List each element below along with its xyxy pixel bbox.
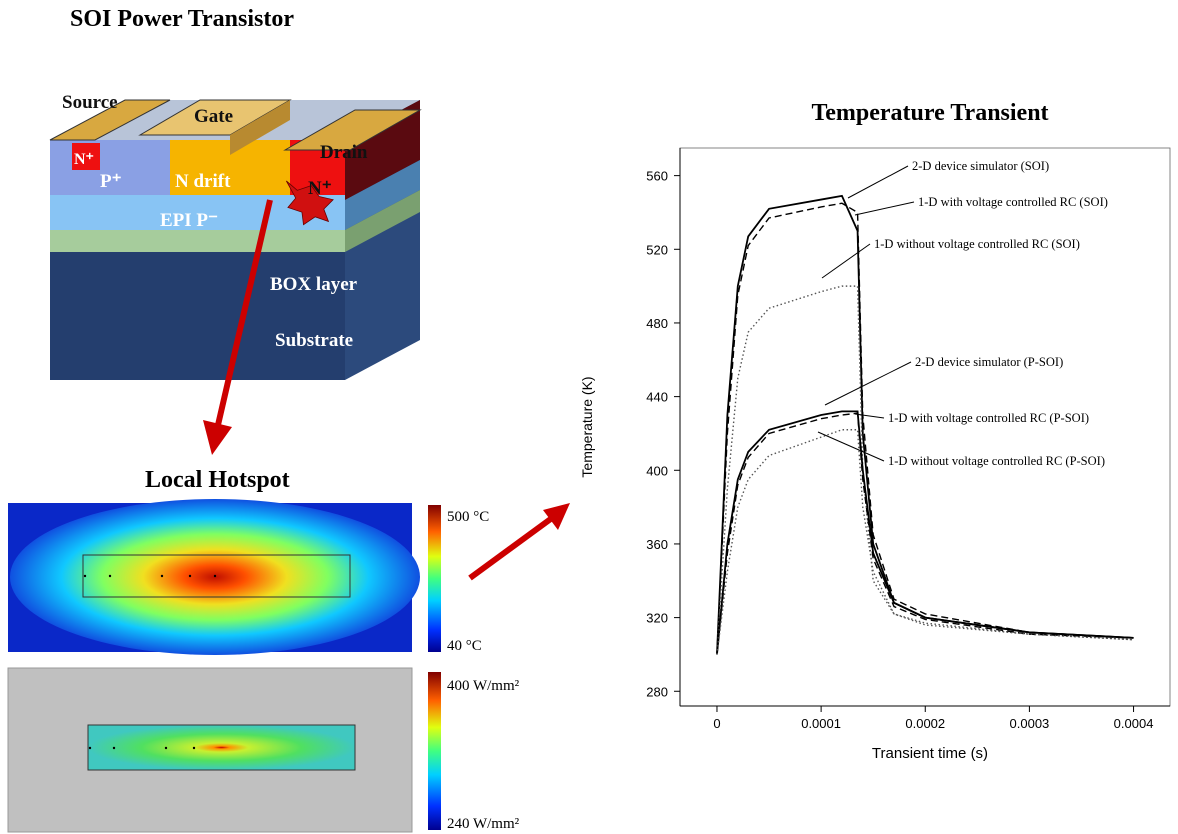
drain-n-label: N⁺ [308,178,332,199]
hotspot-title: Local Hotspot [145,467,290,493]
temperature-max: 500 °C [447,509,489,525]
x-tick-label: 0 [713,716,720,731]
y-tick-label: 280 [646,684,668,699]
source-label: Source [62,92,118,113]
source-n-label: N⁺ [74,151,94,168]
p-plus-label: P⁺ [100,171,122,192]
y-tick-label: 400 [646,463,668,478]
device-title: SOI Power Transistor [70,6,294,32]
x-axis-label: Transient time (s) [872,745,988,762]
x-tick-label: 0.0004 [1114,716,1154,731]
series-label: 2-D device simulator (SOI) [912,159,1049,173]
chart-title: Temperature Transient [811,100,1048,126]
series-label: 1-D without voltage controlled RC (SOI) [874,237,1080,251]
box-label: BOX layer [270,274,358,295]
gate-label: Gate [194,106,233,127]
x-tick-label: 0.0002 [905,716,945,731]
figure: SOI Power Transistor Source Gate Drain N… [0,0,1178,834]
power-min: 240 W/mm² [447,816,520,832]
series-label: 1-D without voltage controlled RC (P-SOI… [888,454,1105,468]
y-tick-label: 360 [646,537,668,552]
temperature-map [8,499,441,655]
x-tick-label: 0.0001 [801,716,841,731]
substrate-label: Substrate [275,330,353,351]
y-tick-label: 560 [646,169,668,184]
series-label: 2-D device simulator (P-SOI) [915,355,1063,369]
y-tick-label: 320 [646,611,668,626]
series-label: 1-D with voltage controlled RC (P-SOI) [888,411,1089,425]
power-max: 400 W/mm² [447,678,520,694]
x-tick-label: 0.0003 [1010,716,1050,731]
temperature-min: 40 °C [447,638,482,654]
drain-label: Drain [320,142,368,163]
power-map [8,668,441,832]
y-tick-label: 520 [646,242,668,257]
y-tick-label: 480 [646,316,668,331]
series-label: 1-D with voltage controlled RC (SOI) [918,195,1108,209]
y-axis-label: Temperature (K) [579,376,595,477]
epi-label: EPI P⁻ [160,210,218,231]
n-drift-label: N drift [175,171,231,192]
y-tick-label: 440 [646,390,668,405]
